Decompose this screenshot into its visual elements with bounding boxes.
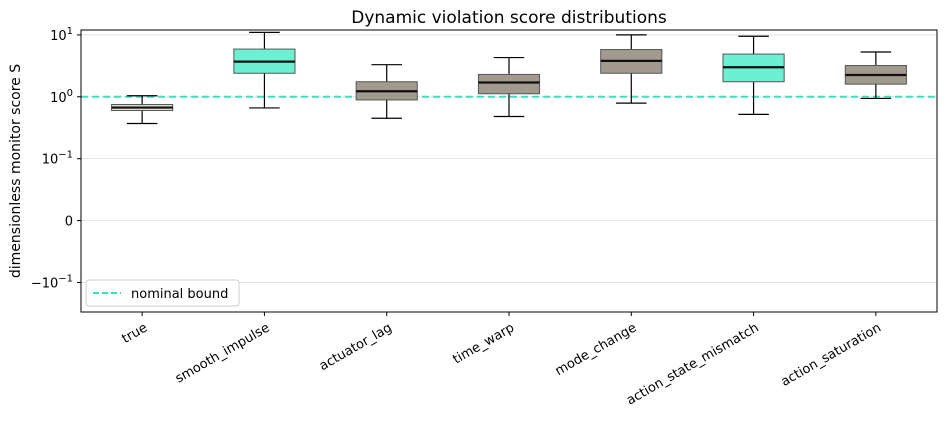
box-action_saturation: [844, 51, 907, 100]
y-tick-label-2: 10−1: [42, 150, 73, 168]
box-mode_change: [600, 34, 663, 104]
legend: nominal bound: [85, 279, 240, 307]
box-iqr: [477, 73, 541, 95]
x-tick-label-time_warp: time_warp: [451, 320, 517, 367]
x-tick-label-true: true: [120, 320, 151, 346]
x-tick-label-smooth_impulse: smooth_impulse: [173, 320, 273, 386]
legend-frame: [85, 279, 240, 307]
box-true: [111, 95, 174, 125]
y-tick-label-4: −10−1: [31, 273, 73, 291]
x-tick-label-action_state_mismatch: action_state_mismatch: [624, 320, 761, 408]
x-tick-label-actuator_lag: actuator_lag: [317, 320, 395, 374]
box-time_warp: [477, 56, 541, 118]
y-tick-label-3: 0: [65, 215, 73, 230]
x-tick-label-action_saturation: action_saturation: [779, 320, 884, 389]
y-axis-label: dimensionless monitor score S: [8, 64, 24, 278]
legend-label-nominal-bound: nominal bound: [131, 287, 228, 302]
box-action_state_mismatch: [722, 35, 785, 115]
x-tick-label-mode_change: mode_change: [553, 320, 639, 379]
box-smooth_impulse: [233, 31, 296, 109]
box-layer: [111, 31, 907, 125]
chart-title: Dynamic violation score distributions: [351, 8, 667, 28]
y-tick-label-0: 101: [50, 26, 73, 44]
y-tick-label-1: 100: [50, 88, 73, 106]
box-actuator_lag: [355, 64, 418, 119]
